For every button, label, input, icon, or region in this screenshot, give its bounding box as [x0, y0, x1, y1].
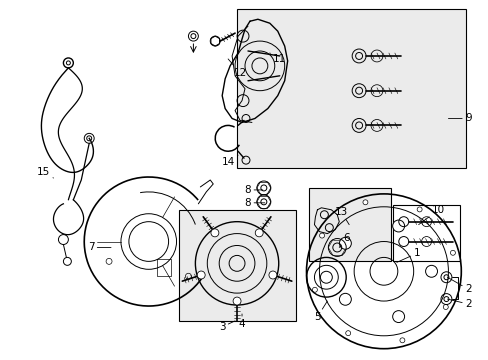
Text: 2: 2: [447, 277, 470, 294]
Circle shape: [210, 229, 219, 237]
Text: 3: 3: [219, 321, 235, 332]
Text: 6: 6: [339, 233, 349, 247]
Text: 4: 4: [238, 314, 245, 329]
Circle shape: [443, 305, 447, 310]
Bar: [237, 9, 466, 168]
Text: 5: 5: [313, 301, 326, 322]
Circle shape: [268, 271, 276, 279]
Text: 11: 11: [269, 53, 286, 64]
Text: 12: 12: [228, 59, 246, 78]
Circle shape: [416, 207, 421, 212]
Circle shape: [339, 237, 350, 249]
Text: 13: 13: [334, 207, 348, 225]
Circle shape: [312, 287, 317, 292]
Bar: [392, 205, 459, 261]
Bar: [178, 210, 295, 321]
Text: 9: 9: [447, 113, 470, 123]
Text: 14: 14: [221, 155, 238, 167]
Circle shape: [339, 293, 350, 305]
Circle shape: [233, 297, 241, 305]
Circle shape: [392, 311, 404, 323]
Circle shape: [255, 229, 263, 237]
Text: 8: 8: [244, 185, 263, 195]
Text: 10: 10: [418, 205, 444, 225]
Text: 8: 8: [244, 198, 264, 208]
Circle shape: [345, 331, 350, 336]
Circle shape: [392, 220, 404, 232]
Circle shape: [319, 233, 324, 238]
Circle shape: [197, 271, 205, 279]
Circle shape: [362, 200, 367, 205]
Circle shape: [425, 265, 437, 277]
Circle shape: [399, 338, 404, 343]
Text: 2: 2: [447, 299, 470, 309]
Circle shape: [449, 250, 454, 255]
Text: 7: 7: [88, 243, 111, 252]
Text: 15: 15: [37, 167, 53, 178]
Text: 1: 1: [396, 248, 419, 262]
Bar: [309, 188, 390, 261]
